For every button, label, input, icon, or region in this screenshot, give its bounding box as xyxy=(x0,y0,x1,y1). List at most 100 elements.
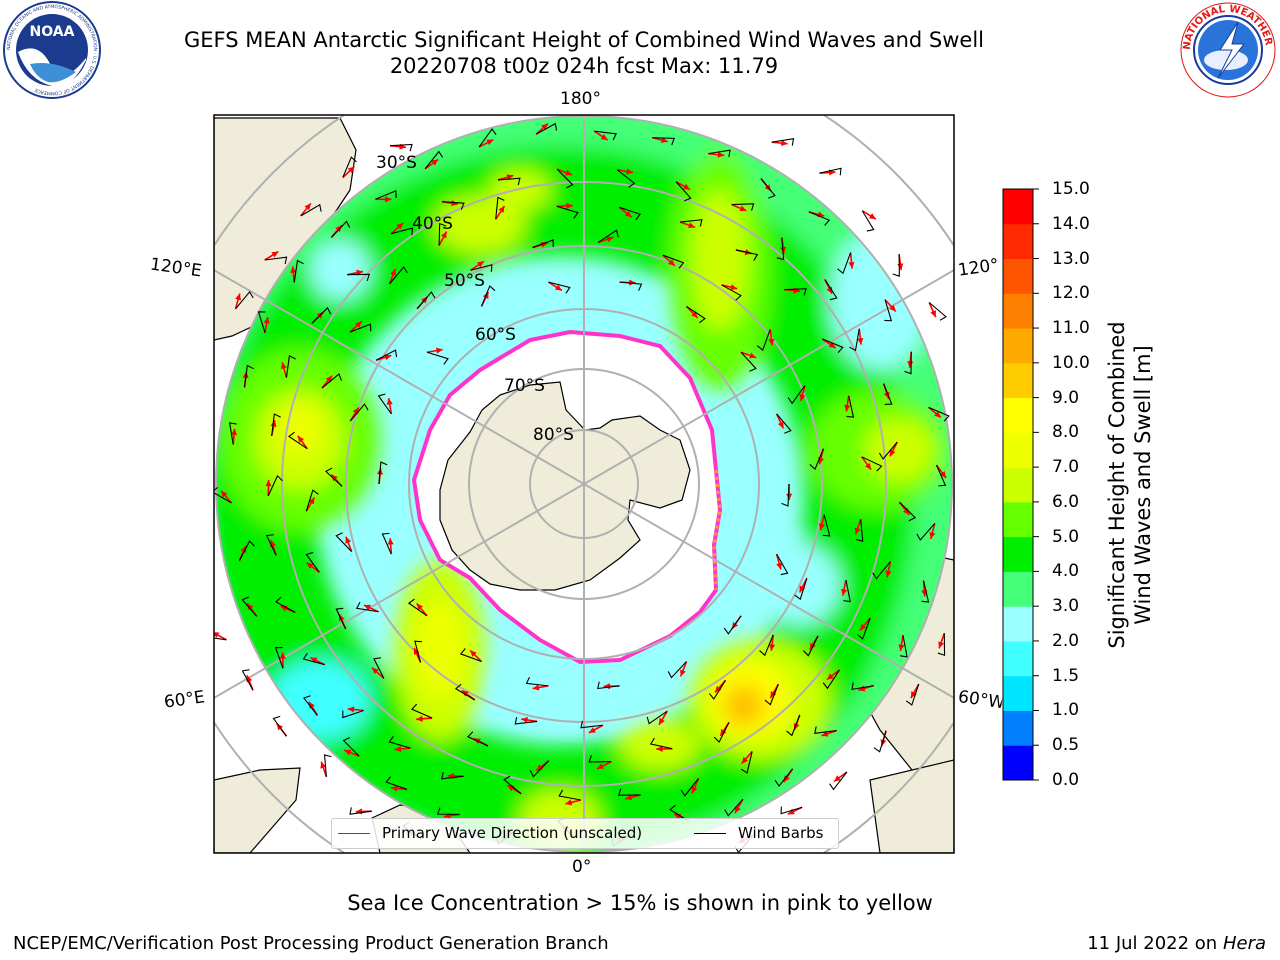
colorbar-tick-label: 0.0 xyxy=(1052,770,1080,790)
wave-arrow-head xyxy=(263,317,270,324)
colorbar-frame xyxy=(1002,188,1034,781)
wind-barb xyxy=(388,735,411,749)
wave-arrow-head xyxy=(391,785,398,792)
wave-arrow-head xyxy=(416,603,424,611)
wind-barb xyxy=(342,709,364,719)
wave-arrow-head xyxy=(413,647,420,655)
wind-barb xyxy=(708,149,731,158)
colorbar-swatch xyxy=(1003,640,1033,677)
wave-arrow-head xyxy=(799,585,806,593)
wind-barb xyxy=(652,137,676,146)
wave-arrow-head xyxy=(541,123,548,131)
wind-barb xyxy=(243,364,254,388)
wave-arrow-head xyxy=(521,716,528,723)
wind-barb xyxy=(342,736,360,757)
wind-barb xyxy=(619,281,643,291)
wind-barb xyxy=(781,483,790,507)
wave-arrow-head xyxy=(781,140,788,147)
wave-arrow-head xyxy=(396,223,404,230)
wind-barb xyxy=(342,156,357,178)
wave-arrow-head xyxy=(889,304,896,312)
wind-barb xyxy=(275,596,296,613)
wind-barb xyxy=(302,652,325,666)
wind-barb xyxy=(548,281,571,294)
legend-black-line-icon xyxy=(694,833,726,834)
land-antarctica xyxy=(439,381,691,591)
wave-arrow-head xyxy=(656,745,663,752)
wind-barb xyxy=(662,254,685,269)
wind-barb xyxy=(495,196,505,220)
wind-barb xyxy=(756,329,771,352)
wave-arrow-head xyxy=(854,527,861,535)
wave-arrow-head xyxy=(828,341,836,348)
wave-arrow-head xyxy=(777,421,784,429)
wind-barb xyxy=(784,288,807,296)
lat-label-30s: 30°S xyxy=(376,153,417,173)
wind-barb xyxy=(214,637,227,641)
svg-text:NOAA: NOAA xyxy=(30,24,75,40)
wind-barb xyxy=(740,351,757,372)
colorbar-swatch xyxy=(1003,745,1033,781)
legend-wave-direction: Primary Wave Direction (unscaled) xyxy=(338,824,642,842)
wave-arrow-head xyxy=(864,462,872,470)
wind-barb xyxy=(708,680,726,700)
wave-arrow-head xyxy=(859,623,867,631)
wind-barb xyxy=(723,615,742,635)
wave-arrow-head xyxy=(436,347,443,354)
wind-barb xyxy=(679,219,703,227)
colorbar-tick-label: 3.0 xyxy=(1052,596,1080,617)
wind-barb xyxy=(905,683,920,706)
wave-arrow-head xyxy=(848,261,855,269)
wave-arrow-head xyxy=(626,168,633,175)
wave-arrow-head xyxy=(390,268,396,276)
colorbar-tick-label: 1.5 xyxy=(1052,665,1080,686)
wind-barb xyxy=(646,710,668,725)
wind-barb xyxy=(241,669,254,691)
wave-arrow-head xyxy=(565,799,573,806)
lat-label-40s: 40°S xyxy=(412,214,453,234)
colorbar-swatch xyxy=(1003,675,1033,711)
lon-label-180: 180° xyxy=(560,89,601,109)
wind-barb xyxy=(532,239,554,249)
lat-label-80s: 80°S xyxy=(533,425,574,445)
wind-barb xyxy=(822,669,841,690)
wind-barb xyxy=(861,456,883,472)
colorbar-tick-label: 1.0 xyxy=(1052,700,1080,721)
wave-arrow-head xyxy=(668,259,675,266)
wind-barb xyxy=(649,737,673,750)
wave-arrow-head xyxy=(929,532,936,539)
wind-barb xyxy=(776,237,785,261)
wave-arrow-head xyxy=(371,667,379,675)
wave-arrow-head xyxy=(741,756,749,764)
wind-barb xyxy=(675,181,692,202)
wind-barb xyxy=(819,167,842,176)
wind-barb xyxy=(774,768,794,788)
colorbar-swatch xyxy=(1003,536,1033,572)
wind-barb xyxy=(824,279,838,301)
wind-barb xyxy=(441,201,465,210)
wave-arrow-head xyxy=(938,641,945,649)
wind-barb xyxy=(686,306,706,324)
colorbar-tick-label: 10.0 xyxy=(1052,352,1090,373)
wind-barb xyxy=(335,607,347,630)
wave-arrow-head xyxy=(787,808,795,815)
wind-barb xyxy=(303,695,318,716)
wave-arrow-head xyxy=(749,352,757,359)
colorbar-tick-label: 6.0 xyxy=(1052,491,1080,512)
wind-barb xyxy=(680,778,699,797)
wave-arrow-head xyxy=(386,398,393,405)
wind-barb xyxy=(438,222,447,246)
colorbar-tick-label: 4.0 xyxy=(1052,561,1080,582)
wave-arrow-head xyxy=(683,183,691,190)
wave-arrow-head xyxy=(776,562,783,570)
wave-arrow-head xyxy=(625,794,633,801)
wave-arrow-head xyxy=(841,588,848,596)
wind-barb xyxy=(335,532,353,552)
wind-barb xyxy=(771,138,795,146)
colorbar-swatch xyxy=(1003,189,1033,225)
wave-arrow-head xyxy=(868,213,876,220)
wave-arrow-head xyxy=(658,717,665,725)
footer-date: 11 Jul 2022 on Hera xyxy=(1087,933,1266,954)
wind-barb xyxy=(426,351,449,365)
wind-barb xyxy=(899,501,917,522)
